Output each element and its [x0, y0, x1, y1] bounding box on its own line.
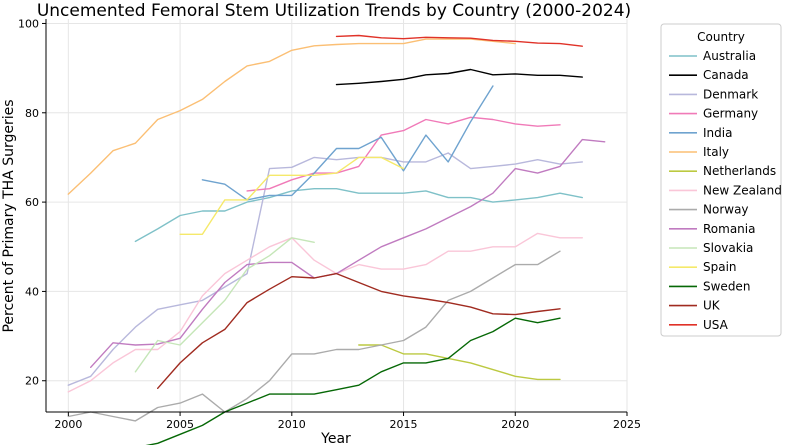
- y-ticks: 20 40 60 80 100: [18, 17, 46, 388]
- legend-label-india: India: [703, 126, 732, 140]
- y-tick-label-100: 100: [18, 17, 39, 30]
- y-tick-label-80: 80: [25, 107, 39, 120]
- series-line-denmark: [67, 152, 583, 386]
- series-line-canada: [335, 68, 583, 86]
- legend-label-slovakia: Slovakia: [703, 241, 753, 255]
- series-line-australia: [134, 187, 583, 243]
- y-tick-label-40: 40: [25, 285, 39, 298]
- legend-entries: Australia Canada Denmark Germany India Italy N…: [669, 49, 782, 332]
- x-tick-label-2010: 2010: [278, 418, 306, 431]
- chart-title: Uncemented Femoral Stem Utilization Tren…: [37, 1, 631, 21]
- series-line-romania: [89, 138, 606, 368]
- y-axis-label: Percent of Primary THA Surgeries: [1, 99, 17, 332]
- legend-label-australia: Australia: [703, 49, 756, 63]
- legend-label-spain: Spain: [703, 260, 737, 274]
- series-line-uk: [156, 272, 561, 389]
- series-line-italy: [67, 38, 516, 195]
- legend-label-sweden: Sweden: [703, 279, 750, 293]
- y-tick-label-60: 60: [25, 196, 39, 209]
- series-line-netherlands: [358, 344, 561, 381]
- series-line-sweden: [145, 317, 561, 445]
- series-line-norway: [67, 250, 561, 422]
- x-tick-label-2025: 2025: [613, 418, 641, 431]
- legend-label-norway: Norway: [703, 203, 749, 217]
- x-axis-label: Year: [320, 431, 351, 445]
- series-lines: [67, 34, 606, 445]
- legend: Country Australia Canada Denmark Germany Ind…: [660, 23, 782, 337]
- series-line-spain: [179, 156, 405, 236]
- y-tick-label-20: 20: [25, 375, 39, 388]
- x-tick-label-2005: 2005: [166, 418, 194, 431]
- series-line-usa: [335, 34, 583, 47]
- legend-label-romania: Romania: [703, 222, 755, 236]
- series-line-new-zealand: [67, 232, 583, 393]
- legend-title: Country: [697, 30, 745, 44]
- legend-label-denmark: Denmark: [703, 87, 758, 101]
- series-line-slovakia: [134, 237, 315, 373]
- axes: [45, 19, 627, 413]
- legend-label-italy: Italy: [703, 145, 729, 159]
- x-tick-label-2015: 2015: [390, 418, 418, 431]
- grid: [46, 19, 628, 412]
- legend-frame: [660, 23, 782, 337]
- legend-label-germany: Germany: [703, 107, 758, 121]
- x-tick-label-2020: 2020: [501, 418, 529, 431]
- series-line-germany: [246, 116, 561, 192]
- legend-label-netherlands: Netherlands: [703, 164, 776, 178]
- x-tick-label-2000: 2000: [54, 418, 82, 431]
- legend-label-uk: UK: [703, 299, 721, 313]
- legend-label-canada: Canada: [703, 68, 749, 82]
- legend-label-new-zealand: New Zealand: [703, 183, 782, 197]
- legend-label-usa: USA: [703, 318, 729, 332]
- x-ticks: 2000 2005 2010 2015 2020 2025: [54, 412, 641, 431]
- series-line-india: [201, 85, 494, 201]
